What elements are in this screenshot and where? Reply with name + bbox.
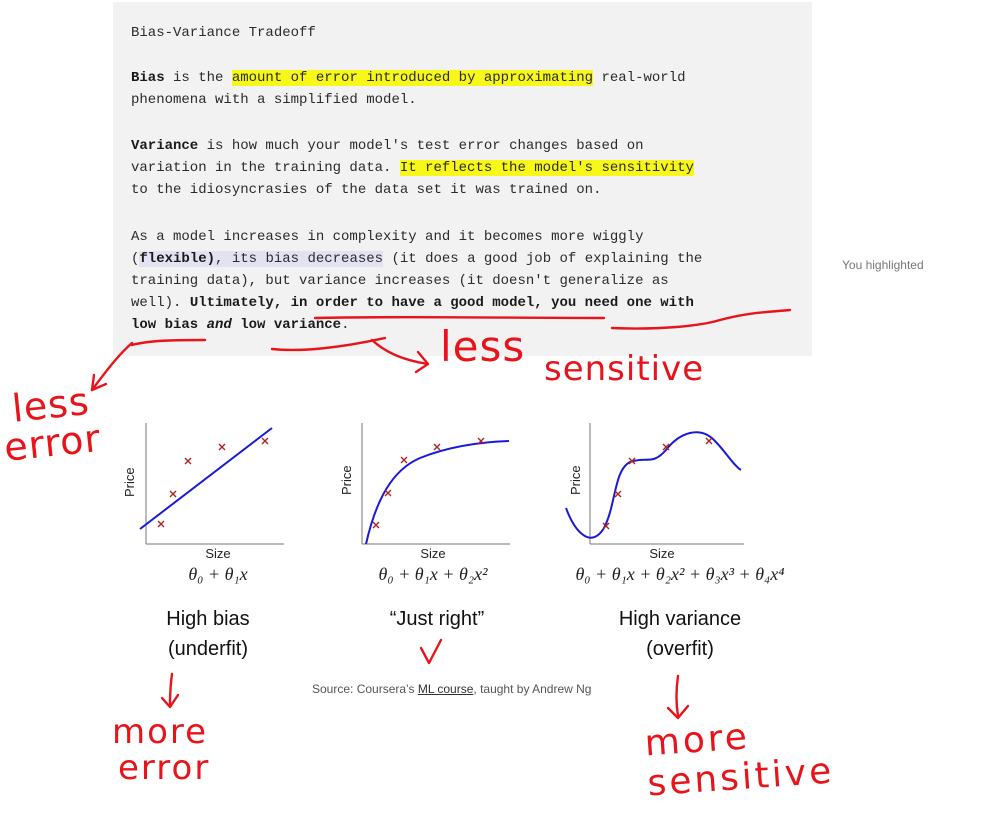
data-points	[372, 437, 485, 529]
panel-underfit-plot	[139, 423, 284, 545]
bias-highlight[interactable]: amount of error introduced by approximat…	[231, 70, 594, 86]
flexible-highlight[interactable]: flexible), its bias decreases	[139, 251, 384, 267]
quartic-fit-curve	[565, 431, 742, 539]
article-title: Bias-Variance Tradeoff	[131, 25, 316, 41]
panel3-x-label: Size	[649, 546, 675, 561]
figure-source-credit: Source: Coursera’s ML course, taught by …	[312, 682, 592, 696]
tradeoff-paragraph: As a model increases in complexity and i…	[131, 229, 703, 333]
panel3-y-label: Price	[568, 465, 583, 495]
panel1-caption: High bias (underfit)	[166, 608, 250, 660]
panel2-y-label: Price	[339, 465, 354, 495]
panel2-x-label: Size	[420, 546, 446, 561]
quadratic-fit-curve	[365, 440, 510, 545]
data-points	[602, 437, 713, 530]
handwriting-sensitive: sensitive	[544, 349, 705, 389]
handwriting-less-sensitive: less	[440, 322, 526, 371]
bias-term: Bias	[131, 70, 165, 86]
panel2-formula: θ₀ + θ₁x + θ₂x²	[378, 564, 488, 584]
panel3-formula: θ₀ + θ₁x + θ₂x² + θ₃x³ + θ₄x⁴	[575, 564, 785, 584]
panel1-y-label: Price	[122, 467, 137, 497]
data-points	[157, 437, 269, 528]
handwriting-more-error: more error	[112, 712, 211, 788]
article-excerpt-box	[113, 2, 812, 356]
linear-fit-curve	[139, 427, 273, 530]
bias-paragraph: Bias is the amount of error introduced b…	[131, 70, 686, 108]
panel3-caption: High variance (overfit)	[618, 608, 742, 660]
panel2-caption: “Just right”	[389, 608, 485, 630]
variance-highlight[interactable]: It reflects the model's sensitivity	[399, 160, 694, 176]
panel-overfit-plot	[565, 423, 744, 545]
handwriting-less-error: less error	[1, 378, 104, 470]
handwriting-more-sensitive: more sensitive	[643, 716, 836, 805]
ml-course-link[interactable]: ML course	[417, 682, 474, 696]
you-highlighted-label: You highlighted	[842, 258, 924, 272]
variance-paragraph: Variance is how much your model's test e…	[131, 138, 694, 198]
variance-term: Variance	[131, 138, 199, 154]
panel1-formula: θ₀ + θ₁x	[188, 564, 248, 584]
panel1-x-label: Size	[205, 546, 231, 561]
panel-just-right-plot	[361, 423, 510, 545]
